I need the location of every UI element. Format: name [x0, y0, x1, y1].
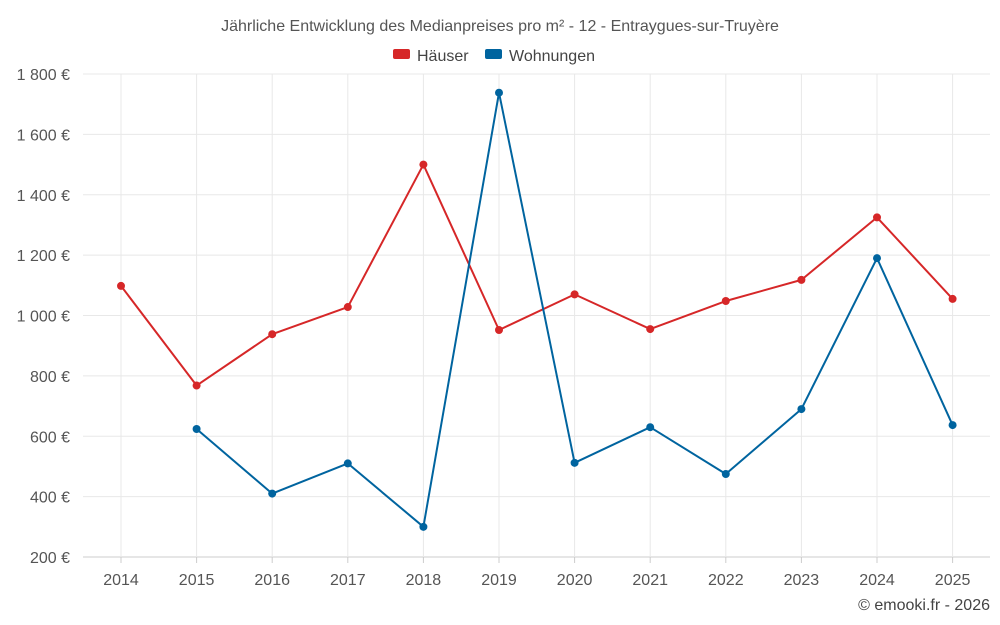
y-tick-label: 1 400 € [17, 188, 70, 205]
data-point-wohnungen-2018[interactable] [419, 522, 428, 531]
y-tick-label: 800 € [30, 369, 70, 386]
x-tick-label: 2019 [481, 572, 517, 589]
data-point-wohnungen-2021[interactable] [646, 423, 655, 432]
x-tick-label: 2025 [935, 572, 971, 589]
data-point-wohnungen-2023[interactable] [797, 405, 806, 414]
y-tick-label: 1 200 € [17, 248, 70, 265]
data-point-haeuser-2025[interactable] [948, 294, 957, 303]
y-tick-label: 600 € [30, 429, 70, 446]
x-tick-label: 2016 [254, 572, 290, 589]
y-tick-label: 400 € [30, 490, 70, 507]
data-point-haeuser-2017[interactable] [343, 303, 352, 312]
x-tick-label: 2018 [406, 572, 442, 589]
x-axis: 2014 2015 2016 2017 2018 2019 2020 2021 2022 2023… [103, 557, 970, 589]
data-point-haeuser-2021[interactable] [646, 325, 655, 334]
x-tick-label: 2015 [179, 572, 215, 589]
data-point-wohnungen-2015[interactable] [192, 425, 201, 434]
data-point-haeuser-2014[interactable] [117, 281, 125, 290]
data-point-haeuser-2019[interactable] [495, 325, 503, 334]
credit-text: © emooki.fr - 2026 [858, 597, 990, 614]
y-tick-label: 1 600 € [17, 127, 70, 144]
legend-label-wohnungen[interactable]: Wohnungen [509, 48, 595, 65]
data-point-haeuser-2023[interactable] [797, 275, 806, 284]
y-tick-label: 200 € [30, 550, 70, 567]
chart-title: Jährliche Entwicklung des Medianpreises … [221, 18, 779, 35]
y-tick-label: 1 000 € [17, 309, 70, 326]
x-tick-label: 2023 [784, 572, 820, 589]
series-layer [117, 88, 957, 531]
legend-swatch-haeuser [393, 49, 410, 59]
y-axis: 200 € 400 € 600 € 800 € 1 000 € 1 200 € 1 400 … [17, 67, 70, 567]
x-tick-label: 2022 [708, 572, 744, 589]
data-point-haeuser-2024[interactable] [873, 213, 881, 222]
data-point-haeuser-2022[interactable] [721, 297, 730, 306]
y-tick-label: 1 800 € [17, 67, 70, 84]
x-tick-label: 2021 [632, 572, 668, 589]
grid [83, 73, 990, 558]
x-tick-label: 2020 [557, 572, 593, 589]
legend: Häuser Wohnungen [393, 48, 595, 65]
series-line-haeuser [120, 163, 954, 387]
x-tick-label: 2024 [859, 572, 895, 589]
legend-label-haeuser[interactable]: Häuser [417, 48, 469, 65]
data-point-wohnungen-2019[interactable] [495, 88, 503, 97]
data-point-wohnungen-2025[interactable] [948, 421, 957, 430]
data-point-wohnungen-2020[interactable] [570, 458, 579, 467]
data-point-haeuser-2015[interactable] [192, 381, 201, 390]
data-point-haeuser-2020[interactable] [570, 290, 579, 299]
legend-swatch-wohnungen [485, 49, 502, 59]
data-point-wohnungen-2022[interactable] [721, 469, 730, 478]
data-point-wohnungen-2016[interactable] [268, 489, 277, 498]
data-point-haeuser-2018[interactable] [419, 160, 428, 169]
data-point-wohnungen-2017[interactable] [343, 459, 352, 468]
data-point-haeuser-2016[interactable] [268, 330, 277, 339]
data-point-wohnungen-2024[interactable] [873, 254, 881, 263]
x-tick-label: 2017 [330, 572, 366, 589]
x-tick-label: 2014 [103, 572, 139, 589]
